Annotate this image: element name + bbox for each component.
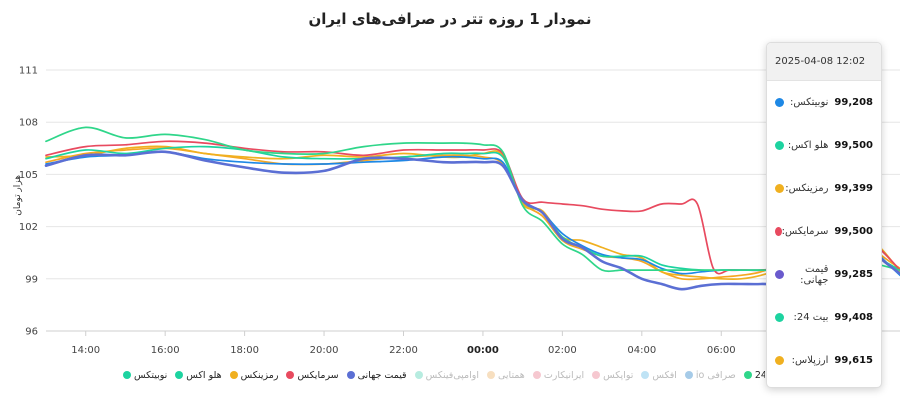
legend-item[interactable]: بیت 24	[743, 369, 765, 381]
legend-label: افکس	[652, 369, 677, 381]
tooltip-timestamp: 2025-04-08 12:02	[767, 43, 881, 81]
legend-label: رمزینکس	[240, 369, 279, 381]
tooltip-series-value: 99,399	[834, 183, 873, 194]
legend-item[interactable]: اوامپی‌فینکس	[414, 369, 479, 381]
tooltip-series-name: رمزینکس:	[785, 183, 829, 194]
y-tick-label: 99	[25, 274, 38, 285]
legend-item[interactable]: هلو اکس	[175, 369, 222, 381]
tooltip-series-name: نوبیتکس:	[789, 97, 829, 108]
tooltip-series-name: سرمایکس:	[781, 226, 829, 237]
legend-dot-icon	[346, 371, 355, 379]
tooltip-dot-icon	[775, 313, 784, 322]
tooltip-series-value: 99,208	[834, 97, 873, 108]
legend-dot-icon	[684, 371, 693, 379]
legend-label: بیت 24	[754, 369, 765, 381]
tooltip-series-value: 99,500	[834, 226, 873, 237]
y-tick-label: 108	[19, 118, 38, 129]
tooltip-row: نوبیتکس: 99,208	[767, 81, 881, 124]
tooltip-series-value: 99,500	[834, 140, 873, 151]
chart-tooltip: 2025-04-08 12:02 نوبیتکس: 99,208 هلو اکس: 9…	[766, 42, 882, 388]
legend-dot-icon	[486, 371, 495, 379]
tooltip-series-name: بیت 24:	[793, 312, 829, 323]
tooltip-row: ارزپلاس: 99,615	[767, 339, 881, 382]
tooltip-dot-icon	[775, 270, 784, 279]
x-tick-label: 16:00	[151, 345, 180, 356]
tooltip-series-value: 99,615	[834, 355, 873, 366]
legend-item[interactable]: نوبیتکس	[123, 370, 167, 381]
x-tick-label: 18:00	[230, 345, 259, 356]
legend-item[interactable]: ایرانیکارت	[532, 369, 585, 381]
tooltip-series-name: قیمت جهانی:	[800, 263, 829, 286]
chart-legend: نوبیتکس هلو اکس رمزینکس سرمایکس قیمت جهانی او…	[115, 365, 765, 385]
tooltip-row: سرمایکس: 99,500	[767, 210, 881, 253]
legend-item[interactable]: صرافی io	[684, 369, 736, 381]
tooltip-series-value: 99,408	[834, 312, 873, 323]
tooltip-dot-icon	[775, 356, 784, 365]
x-tick-label: 02:00	[548, 345, 577, 356]
tooltip-dot-icon	[775, 141, 784, 150]
x-tick-label: 22:00	[389, 345, 418, 356]
legend-dot-icon	[414, 371, 423, 379]
tooltip-row: رمزینکس: 99,399	[767, 167, 881, 210]
legend-item[interactable]: تواپکس	[592, 370, 633, 381]
tooltip-row: هلو اکس: 99,500	[767, 124, 881, 167]
legend-item[interactable]: سرمایکس	[286, 369, 339, 381]
tooltip-row: بیت 24: 99,408	[767, 296, 881, 339]
x-tick-label: 06:00	[707, 345, 736, 356]
chart-title: نمودار 1 روزه تتر در صرافی‌های ایران	[308, 10, 592, 28]
legend-label: همتایی	[497, 369, 525, 381]
y-tick-label: 105	[19, 170, 38, 181]
tooltip-series-name: هلو اکس:	[787, 140, 829, 151]
legend-dot-icon	[532, 371, 541, 379]
legend-item[interactable]: قیمت جهانی	[346, 369, 407, 381]
legend-label: قیمت جهانی	[357, 369, 407, 381]
legend-label: نوبیتکس	[134, 369, 168, 381]
x-tick-label: 20:00	[310, 345, 339, 356]
legend-label: اوامپی‌فینکس	[425, 369, 479, 381]
y-tick-label: 102	[19, 222, 38, 233]
x-tick-label: 04:00	[627, 345, 656, 356]
legend-item[interactable]: همتایی	[486, 369, 525, 381]
legend-dot-icon	[175, 371, 184, 379]
legend-label: هلو اکس	[186, 369, 222, 381]
legend-item[interactable]: رمزینکس	[229, 369, 279, 381]
y-tick-label: 96	[25, 327, 38, 338]
tooltip-series-name: ارزپلاس:	[791, 355, 829, 366]
tooltip-rows: نوبیتکس: 99,208 هلو اکس: 99,500 رمزینکس: 99,3…	[767, 81, 881, 382]
x-tick-label: 14:00	[71, 345, 100, 356]
legend-dot-icon	[229, 371, 238, 379]
legend-dot-icon	[743, 371, 752, 379]
tooltip-dot-icon	[775, 184, 784, 193]
tooltip-series-value: 99,285	[834, 269, 873, 280]
tooltip-dot-icon	[775, 98, 784, 107]
legend-item[interactable]: افکس	[641, 370, 677, 381]
legend-label: ایرانیکارت	[543, 369, 585, 381]
x-tick-label: 00:00	[467, 345, 499, 356]
legend-dot-icon	[641, 371, 650, 379]
legend-label: سرمایکس	[297, 369, 339, 381]
legend-label: صرافی io	[695, 369, 736, 381]
legend-dot-icon	[286, 371, 295, 379]
axis-layer: 96 99 102 105 108 111 14:00 16:00 18:00 20:00 22:0…	[19, 66, 900, 356]
y-tick-label: 111	[19, 66, 38, 77]
tooltip-dot-icon	[775, 227, 782, 236]
legend-dot-icon	[123, 371, 131, 379]
tooltip-row: قیمت جهانی: 99,285	[767, 253, 881, 296]
legend-dot-icon	[592, 371, 601, 379]
legend-label: تواپکس	[603, 369, 634, 381]
